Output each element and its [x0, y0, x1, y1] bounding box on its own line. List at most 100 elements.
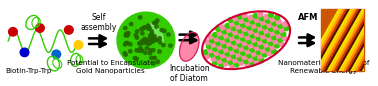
Circle shape: [234, 34, 239, 39]
Circle shape: [126, 32, 130, 35]
Circle shape: [237, 14, 242, 19]
Circle shape: [279, 42, 284, 46]
Circle shape: [279, 28, 284, 32]
Circle shape: [259, 30, 264, 35]
Circle shape: [145, 40, 148, 43]
Circle shape: [254, 46, 259, 50]
Circle shape: [231, 54, 236, 59]
Circle shape: [282, 36, 287, 41]
Circle shape: [228, 18, 233, 22]
Circle shape: [244, 45, 248, 50]
Circle shape: [203, 50, 208, 55]
Circle shape: [220, 39, 225, 44]
Circle shape: [154, 21, 158, 24]
Circle shape: [237, 56, 242, 61]
Circle shape: [220, 25, 225, 30]
Circle shape: [273, 39, 278, 44]
Circle shape: [264, 42, 269, 47]
Circle shape: [163, 29, 166, 33]
Circle shape: [223, 61, 228, 66]
Bar: [321, 9, 364, 71]
Polygon shape: [320, 9, 359, 71]
Circle shape: [225, 37, 230, 42]
Circle shape: [262, 52, 267, 57]
Polygon shape: [311, 9, 349, 71]
Circle shape: [145, 47, 149, 50]
Circle shape: [155, 19, 159, 22]
Polygon shape: [325, 9, 363, 71]
Circle shape: [237, 28, 242, 33]
Circle shape: [154, 38, 157, 41]
Circle shape: [150, 29, 153, 33]
Circle shape: [138, 42, 141, 45]
Ellipse shape: [202, 11, 290, 69]
Circle shape: [213, 33, 217, 37]
Circle shape: [282, 22, 287, 26]
Circle shape: [126, 31, 130, 35]
Circle shape: [124, 43, 127, 46]
Circle shape: [138, 16, 142, 19]
Circle shape: [234, 20, 239, 25]
Circle shape: [262, 38, 267, 43]
Circle shape: [153, 35, 156, 38]
Circle shape: [278, 23, 283, 28]
Circle shape: [158, 37, 161, 40]
Polygon shape: [304, 9, 342, 71]
Circle shape: [123, 52, 127, 55]
Circle shape: [261, 20, 266, 25]
Circle shape: [239, 19, 244, 23]
Circle shape: [219, 63, 224, 68]
Circle shape: [152, 37, 155, 40]
Circle shape: [275, 29, 279, 34]
Circle shape: [151, 40, 155, 43]
Circle shape: [236, 52, 241, 57]
Circle shape: [276, 33, 281, 38]
Text: Self
assembly: Self assembly: [81, 13, 117, 33]
Circle shape: [129, 50, 132, 53]
Circle shape: [233, 30, 238, 35]
Circle shape: [219, 35, 224, 40]
Circle shape: [135, 36, 139, 39]
Circle shape: [135, 57, 138, 61]
Circle shape: [259, 44, 264, 49]
Polygon shape: [346, 9, 378, 71]
Circle shape: [74, 41, 83, 49]
Circle shape: [160, 29, 163, 32]
Circle shape: [270, 17, 275, 22]
Circle shape: [150, 32, 153, 36]
Circle shape: [134, 33, 138, 37]
Circle shape: [52, 50, 60, 58]
Circle shape: [147, 40, 150, 44]
Circle shape: [148, 26, 151, 30]
Circle shape: [250, 47, 255, 52]
Circle shape: [140, 40, 144, 43]
Circle shape: [265, 47, 270, 51]
Circle shape: [258, 26, 262, 31]
Circle shape: [271, 49, 276, 54]
Circle shape: [248, 43, 253, 48]
Circle shape: [253, 42, 258, 46]
Polygon shape: [351, 9, 378, 71]
Circle shape: [217, 45, 222, 50]
Circle shape: [220, 53, 225, 58]
Circle shape: [254, 60, 259, 64]
Circle shape: [133, 57, 137, 60]
Circle shape: [140, 27, 143, 31]
Polygon shape: [332, 9, 370, 71]
Circle shape: [208, 34, 213, 39]
Circle shape: [265, 19, 270, 23]
Circle shape: [233, 16, 238, 21]
Circle shape: [211, 56, 216, 61]
Circle shape: [65, 26, 73, 34]
Circle shape: [155, 38, 159, 41]
Circle shape: [129, 22, 133, 26]
Circle shape: [144, 51, 147, 54]
Circle shape: [152, 21, 156, 25]
Circle shape: [258, 12, 262, 17]
Circle shape: [158, 50, 161, 53]
Circle shape: [262, 24, 267, 29]
Circle shape: [152, 36, 155, 39]
Circle shape: [244, 17, 248, 22]
Circle shape: [149, 41, 152, 45]
Polygon shape: [313, 9, 352, 71]
